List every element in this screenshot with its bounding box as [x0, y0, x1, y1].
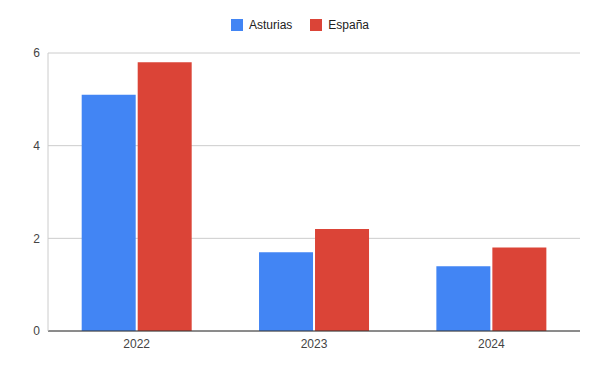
svg-text:2023: 2023 [301, 337, 328, 351]
html-text:Asturias: Asturias [249, 18, 293, 32]
svg-text:6: 6 [33, 46, 40, 60]
svg-text:2022: 2022 [123, 337, 150, 351]
svg-text:2: 2 [33, 232, 40, 246]
svg-text:4: 4 [33, 139, 40, 153]
svg-text:0: 0 [33, 324, 40, 338]
html-text:España: España [328, 18, 369, 32]
svg-text:2024: 2024 [478, 337, 505, 351]
